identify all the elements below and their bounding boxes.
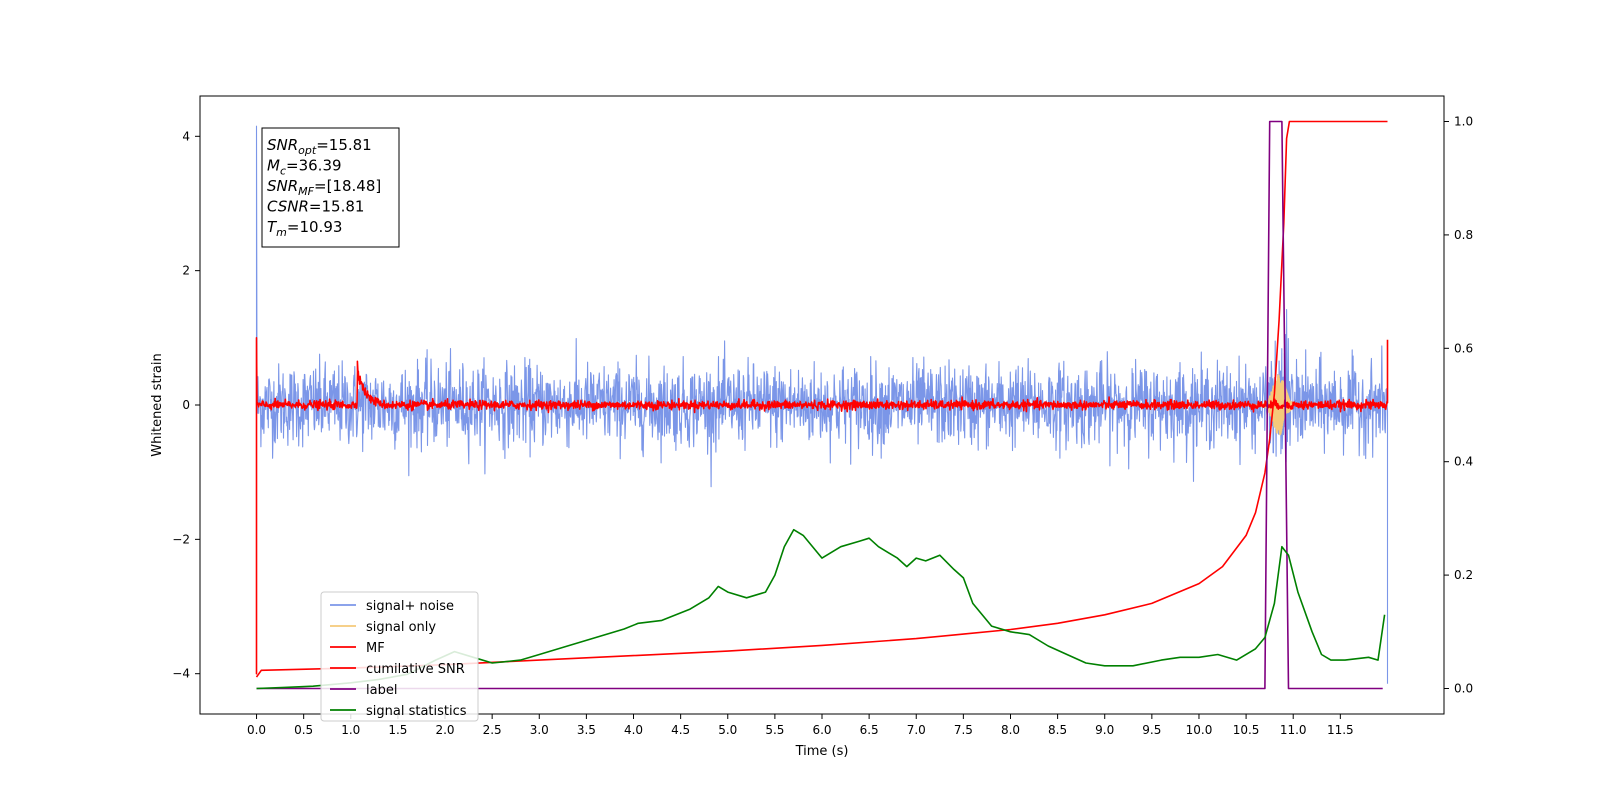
y-right-tick-label: 0.2	[1454, 568, 1473, 582]
y-right-tick-label: 0.8	[1454, 228, 1473, 242]
x-tick-label: 9.5	[1142, 723, 1161, 737]
y-tick-label: 2	[182, 264, 190, 278]
y-tick-label: 0	[182, 398, 190, 412]
x-tick-label: 3.0	[530, 723, 549, 737]
annotation-line: Tm=10.93	[267, 218, 342, 239]
series-mf	[255, 337, 1389, 675]
annotation-line: CSNR=15.81	[267, 198, 364, 216]
x-tick-label: 8.0	[1001, 723, 1020, 737]
y-right-tick-label: 0.4	[1454, 455, 1473, 469]
x-tick-label: 4.0	[624, 723, 643, 737]
y-right-tick-label: 0.0	[1454, 681, 1473, 695]
x-tick-label: 5.5	[765, 723, 784, 737]
y-tick-label: 4	[182, 129, 190, 143]
annotation-line: SNRopt=15.81	[267, 136, 372, 157]
x-tick-label: 2.0	[435, 723, 454, 737]
y-axis-left: −4 −2 0 2 4	[172, 129, 200, 681]
x-tick-label: 9.0	[1095, 723, 1114, 737]
x-tick-label: 11.5	[1327, 723, 1354, 737]
legend-entry: signal+ noise	[366, 599, 454, 614]
x-tick-label: 6.5	[860, 723, 879, 737]
x-tick-label: 10.5	[1233, 723, 1260, 737]
legend-entry: MF	[366, 641, 385, 656]
annotation-line: Mc=36.39	[267, 157, 342, 178]
annotation-line: SNRMF=[18.48]	[267, 177, 381, 198]
series-cumilative-snr	[255, 120, 1388, 678]
x-axis-label: Time (s)	[795, 744, 849, 759]
legend-frame	[320, 591, 479, 722]
y-tick-label: −2	[172, 532, 190, 546]
y-right-tick-label: 0.6	[1454, 341, 1473, 355]
annotation-frame	[261, 127, 400, 248]
legend-entry: cumilative SNR	[366, 662, 465, 677]
x-tick-label: 7.5	[954, 723, 973, 737]
x-tick-label: 3.5	[577, 723, 596, 737]
annotation-box: SNRopt=15.81Mc=36.39SNRMF=[18.48]CSNR=15…	[261, 127, 400, 248]
legend-entry: signal statistics	[366, 704, 467, 719]
y-right-tick-label: 1.0	[1454, 115, 1473, 129]
series-label	[256, 120, 1383, 690]
series-signal-statistics	[256, 528, 1386, 690]
legend: signal+ noise signal only MF cumilative SNR…	[320, 591, 479, 722]
x-tick-label: 1.5	[388, 723, 407, 737]
x-tick-label: 0.0	[247, 723, 266, 737]
y-tick-label: −4	[172, 667, 190, 681]
x-tick-label: 2.5	[483, 723, 502, 737]
plot-area	[255, 120, 1389, 690]
x-tick-label: 4.5	[671, 723, 690, 737]
y-axis-right: 0.0 0.2 0.4 0.6 0.8 1.0	[1444, 115, 1473, 695]
legend-entry: signal only	[366, 620, 436, 635]
x-tick-label: 1.0	[341, 723, 360, 737]
x-tick-label: 11.0	[1280, 723, 1307, 737]
x-tick-label: 6.0	[812, 723, 831, 737]
x-tick-label: 8.5	[1048, 723, 1067, 737]
x-tick-label: 5.0	[718, 723, 737, 737]
x-tick-label: 0.5	[294, 723, 313, 737]
y-axis-label: Whitened strain	[150, 353, 165, 456]
legend-entry: label	[366, 683, 397, 698]
x-tick-label: 7.0	[907, 723, 926, 737]
x-axis: 0.0 0.5 1.0 1.5 2.0 2.5 3.0 3.5 4.0 4.5 5.0 5.5 6.0 6…	[247, 714, 1354, 737]
x-tick-label: 10.0	[1186, 723, 1213, 737]
